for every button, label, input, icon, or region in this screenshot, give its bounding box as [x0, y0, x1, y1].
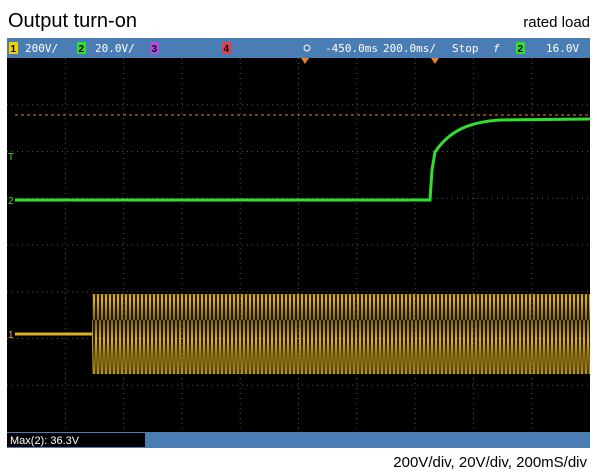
status-box — [7, 433, 145, 447]
ch3-box — [150, 42, 159, 54]
ch4-box — [222, 42, 231, 54]
ch2-scale: 20.0V/ — [95, 42, 135, 55]
sun-icon — [303, 44, 311, 52]
delay: -450.0ms — [325, 42, 378, 55]
ch1-scale: 200V/ — [25, 42, 58, 55]
ch2: 2 — [79, 44, 85, 55]
ch3: 3 — [152, 44, 158, 55]
title: Output turn-on — [8, 10, 137, 32]
delay-pos — [431, 58, 439, 64]
status-bar — [7, 432, 590, 448]
trig-box — [516, 42, 525, 54]
ch4: 4 — [224, 44, 230, 55]
trigger-marker: T — [8, 152, 14, 163]
mode: Stop — [452, 42, 479, 55]
ch1: 1 — [11, 44, 17, 55]
ch1-box — [9, 42, 18, 54]
trigger-pos — [301, 58, 309, 64]
trigger-ch: 2 — [518, 44, 524, 55]
timebase: 200.0ms/ — [383, 42, 436, 55]
measurement: Max(2): 36.3V — [10, 435, 80, 447]
note: rated load — [523, 14, 590, 31]
ch1-marker: 1 — [8, 330, 14, 341]
caption: 200V/div, 20V/div, 200mS/div — [393, 454, 587, 471]
ch2-trace — [15, 117, 591, 202]
ch2-marker: 2 — [8, 196, 14, 207]
ch2-box — [77, 42, 86, 54]
trigger-edge: f — [493, 42, 500, 55]
ch1-oscillation — [92, 294, 590, 374]
trigger-level: 16.0V — [546, 42, 579, 55]
ch1-envelope — [92, 294, 590, 374]
